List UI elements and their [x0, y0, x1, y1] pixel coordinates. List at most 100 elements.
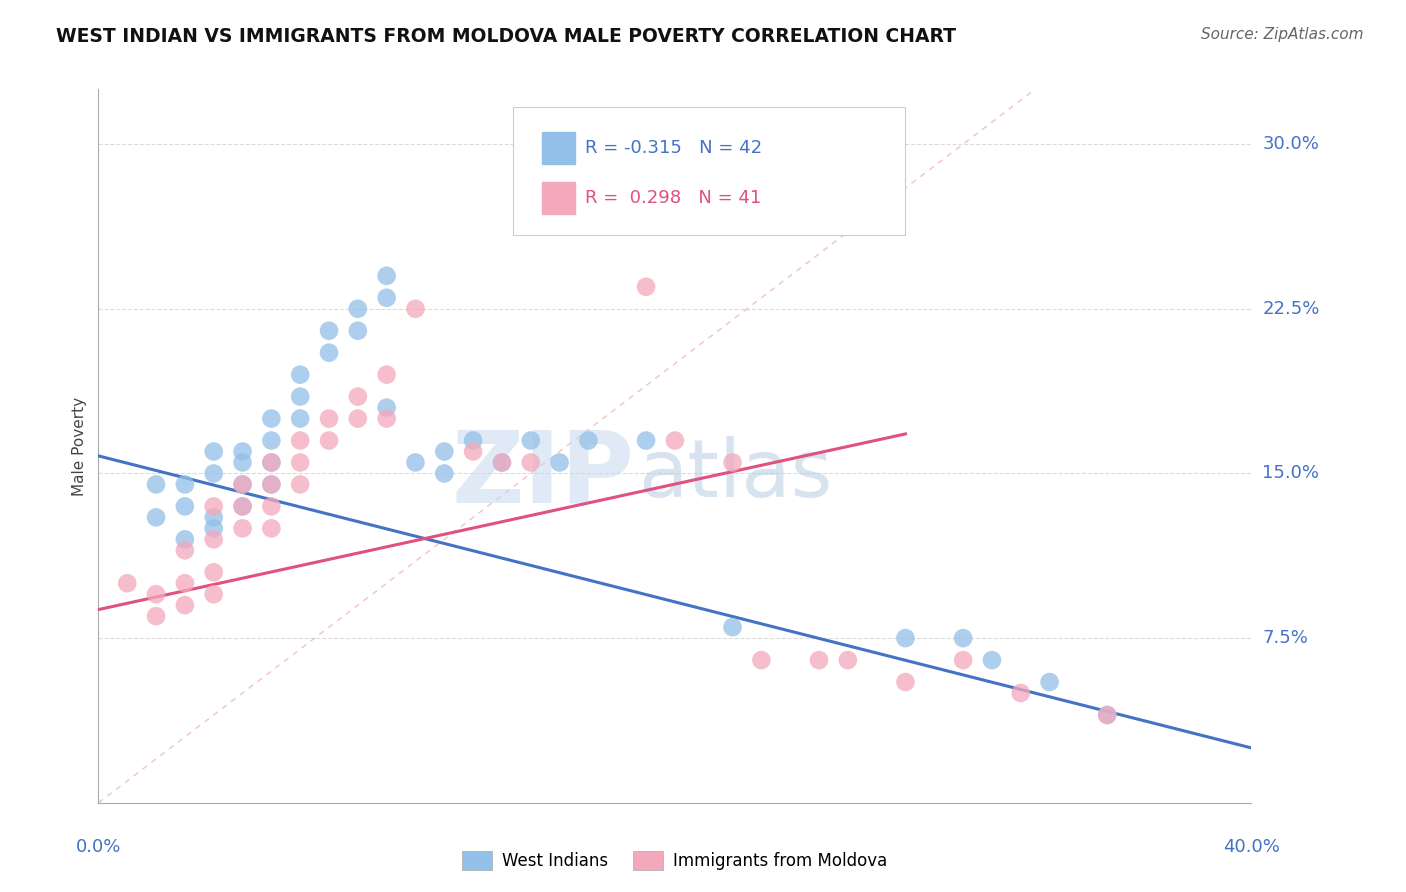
Text: 22.5%: 22.5% — [1263, 300, 1320, 318]
Point — [318, 434, 340, 448]
Point — [807, 653, 830, 667]
Text: atlas: atlas — [638, 435, 832, 514]
Point — [318, 324, 340, 338]
Point — [520, 455, 543, 469]
FancyBboxPatch shape — [543, 132, 575, 164]
Point — [174, 576, 197, 591]
Point — [145, 587, 167, 601]
Text: WEST INDIAN VS IMMIGRANTS FROM MOLDOVA MALE POVERTY CORRELATION CHART: WEST INDIAN VS IMMIGRANTS FROM MOLDOVA M… — [56, 27, 956, 45]
Text: Source: ZipAtlas.com: Source: ZipAtlas.com — [1201, 27, 1364, 42]
Point — [290, 477, 312, 491]
Point — [578, 434, 600, 448]
Y-axis label: Male Poverty: Male Poverty — [72, 396, 87, 496]
Point — [231, 444, 254, 458]
Point — [202, 566, 225, 580]
Point — [260, 455, 283, 469]
Point — [952, 653, 974, 667]
Point — [174, 598, 197, 612]
Point — [231, 455, 254, 469]
Point — [290, 390, 312, 404]
Point — [290, 455, 312, 469]
Point — [405, 301, 427, 316]
Point — [174, 500, 197, 514]
Point — [290, 434, 312, 448]
Point — [174, 543, 197, 558]
Point — [433, 467, 456, 481]
Point — [117, 576, 138, 591]
Text: 0.0%: 0.0% — [76, 838, 121, 855]
Point — [1097, 708, 1119, 723]
Point — [952, 631, 974, 645]
Point — [981, 653, 1004, 667]
Point — [202, 533, 225, 547]
Point — [202, 510, 225, 524]
Text: R =  0.298   N = 41: R = 0.298 N = 41 — [585, 189, 761, 207]
Point — [202, 467, 225, 481]
Point — [433, 444, 456, 458]
Text: ZIP: ZIP — [451, 426, 634, 523]
Point — [636, 280, 658, 294]
Point — [405, 455, 427, 469]
FancyBboxPatch shape — [513, 107, 905, 235]
Point — [894, 675, 917, 690]
Point — [260, 434, 283, 448]
Point — [636, 434, 658, 448]
Point — [202, 500, 225, 514]
Text: 7.5%: 7.5% — [1263, 629, 1309, 647]
Point — [202, 587, 225, 601]
Text: 30.0%: 30.0% — [1263, 135, 1319, 153]
Point — [894, 631, 917, 645]
Legend: West Indians, Immigrants from Moldova: West Indians, Immigrants from Moldova — [456, 844, 894, 877]
Point — [145, 477, 167, 491]
Point — [1038, 675, 1062, 690]
Point — [346, 390, 368, 404]
Point — [346, 324, 368, 338]
Point — [145, 609, 167, 624]
Point — [231, 477, 254, 491]
Point — [375, 401, 398, 415]
Point — [346, 301, 368, 316]
Point — [461, 434, 484, 448]
Point — [318, 411, 340, 425]
Point — [231, 500, 254, 514]
Point — [751, 653, 773, 667]
Point — [145, 510, 167, 524]
Text: 40.0%: 40.0% — [1223, 838, 1279, 855]
Point — [260, 500, 283, 514]
Point — [837, 653, 859, 667]
Point — [548, 455, 571, 469]
Point — [1097, 708, 1119, 723]
Point — [231, 477, 254, 491]
Text: 15.0%: 15.0% — [1263, 465, 1319, 483]
Point — [375, 268, 398, 283]
Point — [721, 455, 744, 469]
Point — [260, 477, 283, 491]
Point — [461, 444, 484, 458]
Point — [260, 411, 283, 425]
Point — [260, 477, 283, 491]
Point — [231, 521, 254, 535]
Point — [318, 345, 340, 359]
Point — [779, 181, 801, 195]
Point — [231, 500, 254, 514]
Point — [375, 411, 398, 425]
Point — [375, 291, 398, 305]
Point — [1010, 686, 1032, 700]
Point — [721, 620, 744, 634]
Point — [491, 455, 513, 469]
Text: R = -0.315   N = 42: R = -0.315 N = 42 — [585, 139, 762, 157]
Point — [290, 368, 312, 382]
Point — [174, 477, 197, 491]
Point — [260, 521, 283, 535]
Point — [346, 411, 368, 425]
Point — [202, 521, 225, 535]
Point — [260, 455, 283, 469]
Point — [290, 411, 312, 425]
Point — [520, 434, 543, 448]
Point — [491, 455, 513, 469]
Point — [202, 444, 225, 458]
Point — [664, 434, 686, 448]
FancyBboxPatch shape — [543, 182, 575, 214]
Point — [174, 533, 197, 547]
Point — [375, 368, 398, 382]
